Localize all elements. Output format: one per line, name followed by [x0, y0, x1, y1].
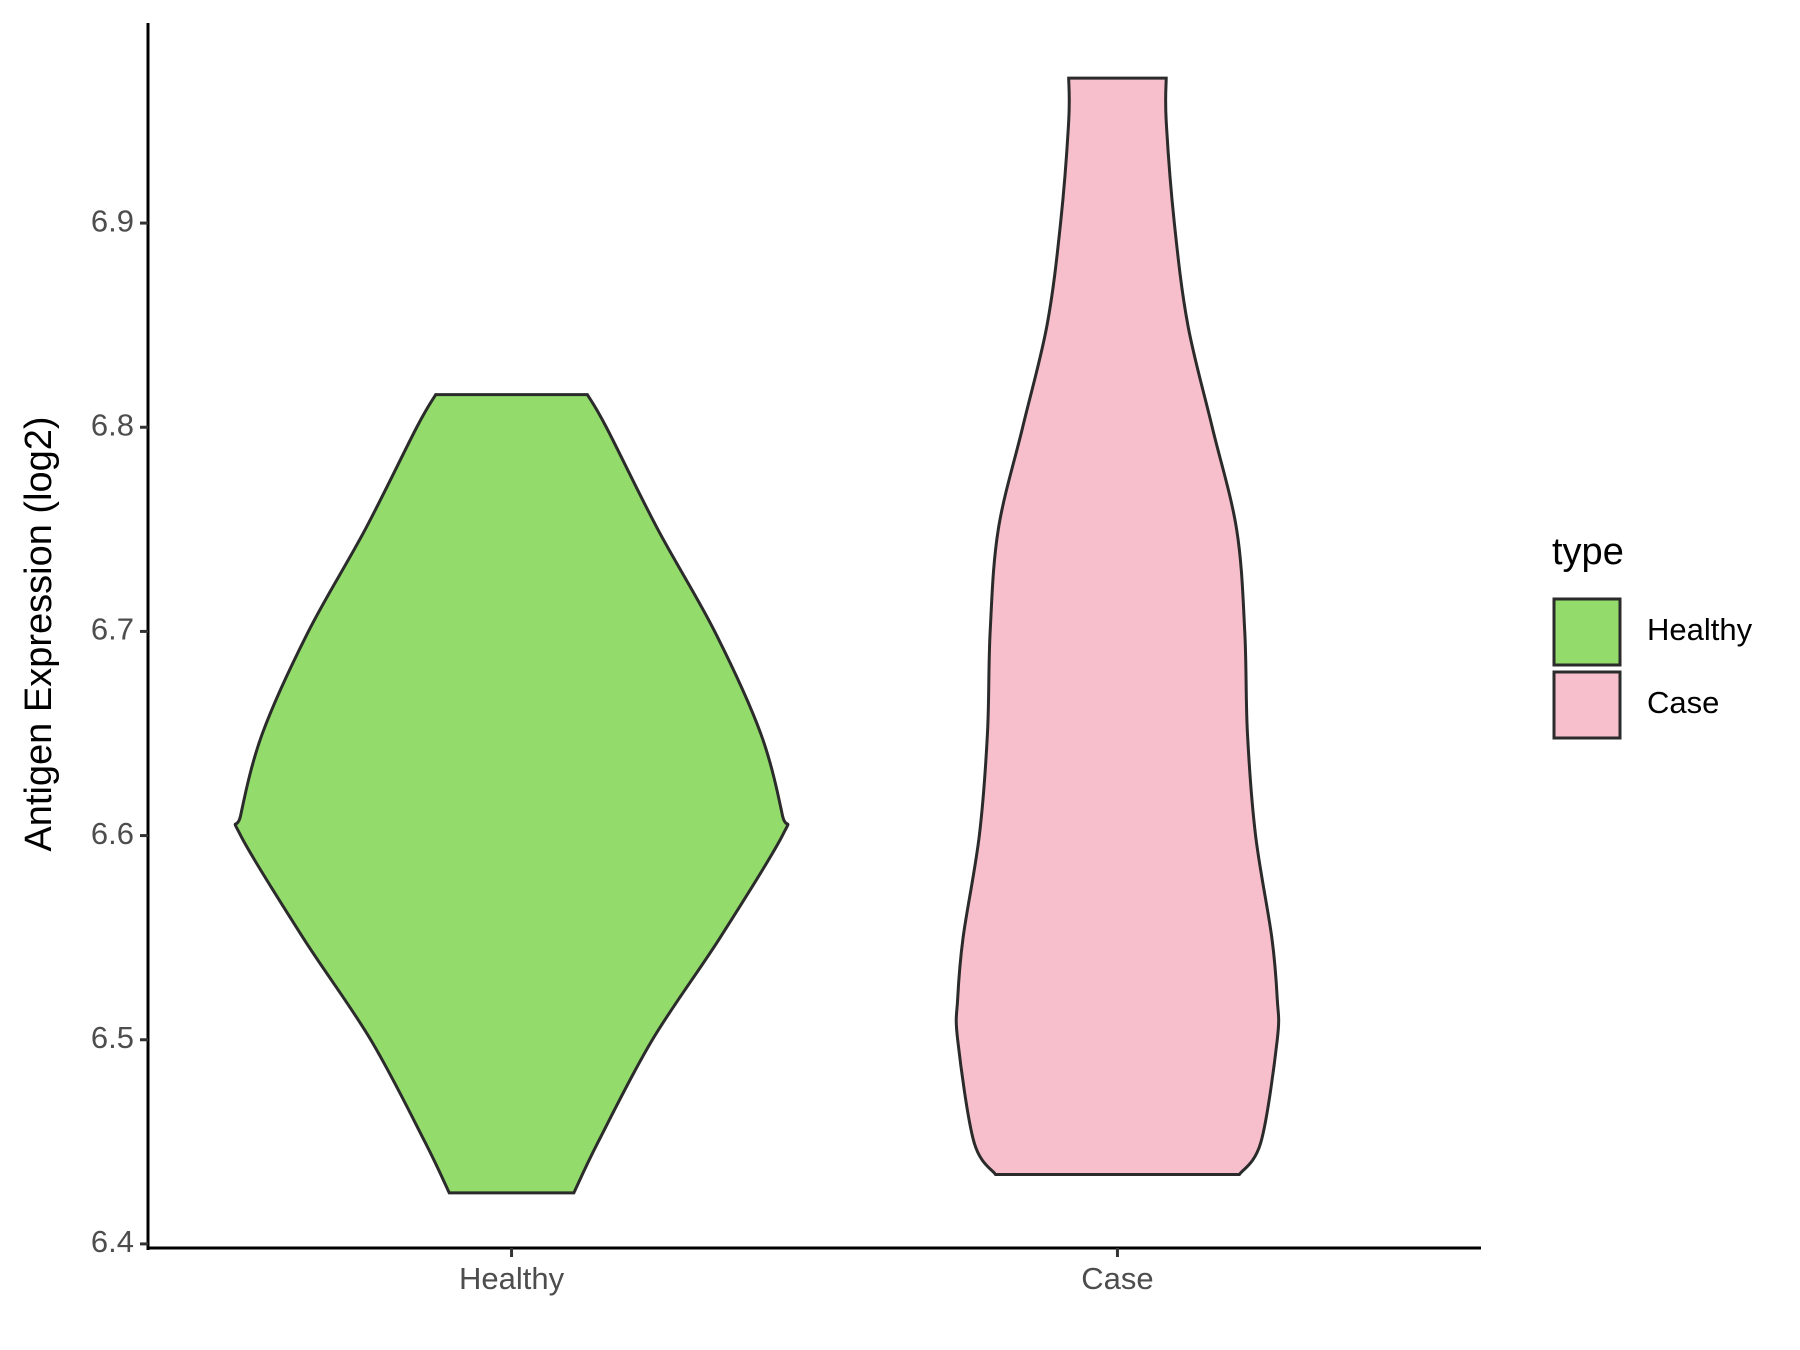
legend-title: type	[1552, 531, 1624, 573]
y-tick-label: 6.7	[91, 612, 134, 647]
y-tick-label: 6.8	[91, 407, 134, 442]
x-tick-label: Case	[1081, 1261, 1153, 1296]
y-tick-label: 6.6	[91, 816, 134, 851]
legend-label: Healthy	[1647, 612, 1753, 647]
y-tick-label: 6.9	[91, 203, 134, 238]
violin	[954, 76, 1281, 1176]
legend-key	[1552, 597, 1622, 667]
y-tick-label: 6.5	[91, 1020, 134, 1055]
violin	[233, 393, 790, 1195]
legend-label: Case	[1647, 685, 1719, 720]
x-tick-label: Healthy	[459, 1261, 565, 1296]
legend-key	[1552, 670, 1622, 740]
y-tick-label: 6.4	[91, 1224, 134, 1259]
y-axis-title: Antigen Expression (log2)	[18, 416, 60, 851]
